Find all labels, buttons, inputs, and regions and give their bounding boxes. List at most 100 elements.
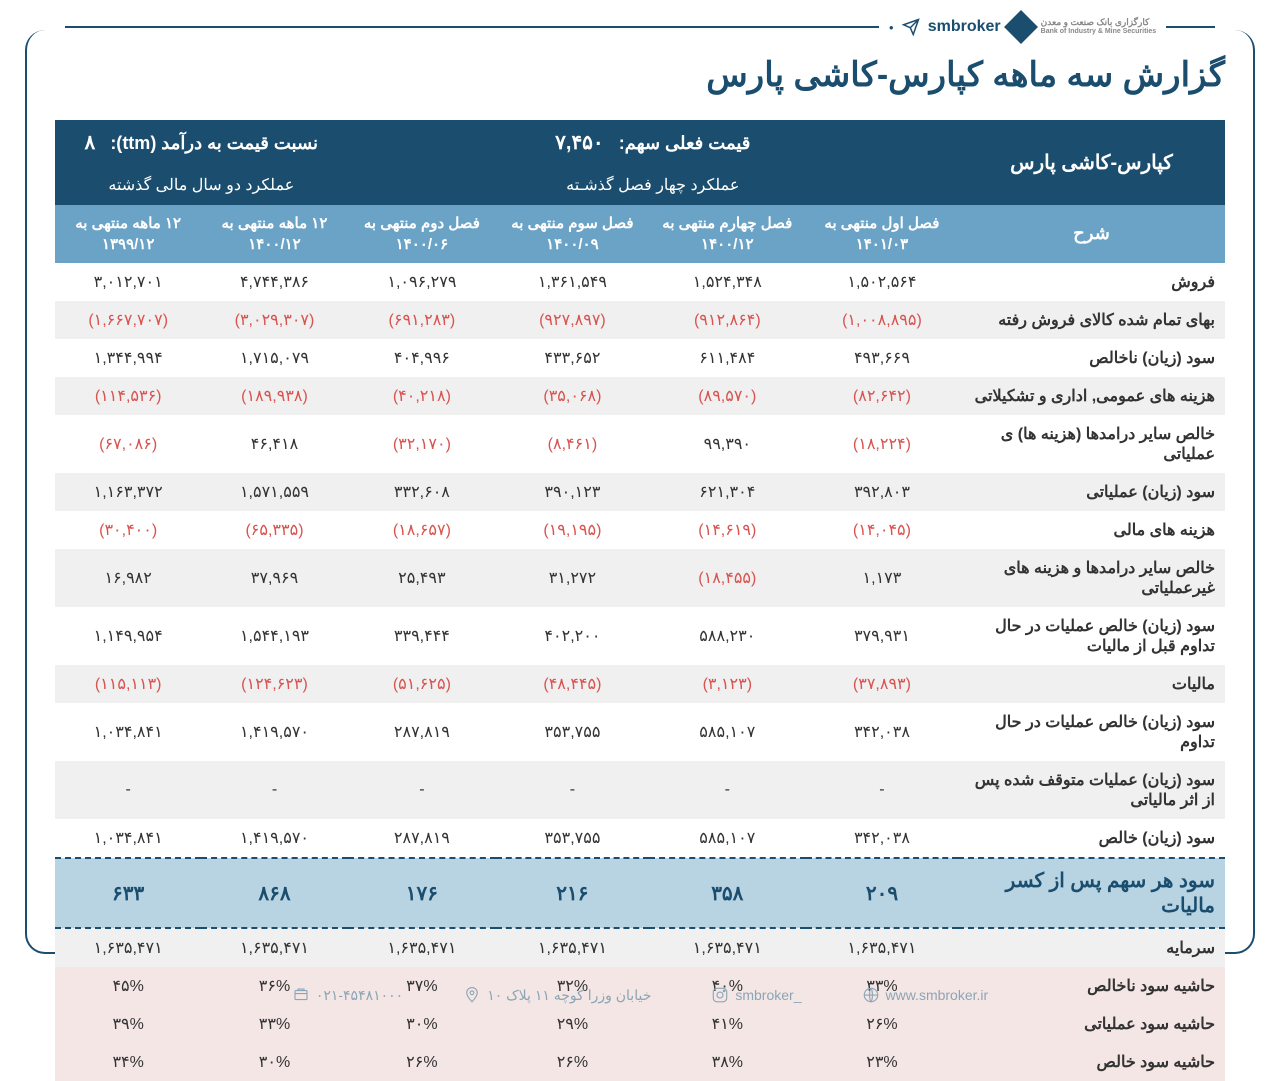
col-q2: فصل چهارم منتهی به ۱۴۰۰/۱۲ <box>649 205 806 263</box>
row-label: حاشیه سود عملیاتی <box>958 1005 1225 1043</box>
row-value: ۱,۳۶۱,۵۴۹ <box>496 263 649 301</box>
row-value: (۳۷,۸۹۳) <box>806 665 958 703</box>
row-value: ۱,۱۴۹,۹۵۴ <box>55 607 201 665</box>
row-value: ۱,۶۳۵,۴۷۱ <box>496 928 649 967</box>
row-value: ۱,۵۲۴,۳۴۸ <box>649 263 806 301</box>
row-value: (۳,۱۲۳) <box>649 665 806 703</box>
row-value: ۶۱۱,۴۸۴ <box>649 339 806 377</box>
row-value: (۳۵,۰۶۸) <box>496 377 649 415</box>
row-value: ۲۶% <box>496 1043 649 1081</box>
table-row: هزینه های عمومی, اداری و تشکیلاتی(۸۲,۶۴۲… <box>55 377 1225 415</box>
row-value: ۳۴% <box>55 1043 201 1081</box>
row-value: ۱,۱۶۳,۳۷۲ <box>55 473 201 511</box>
row-value: ۱,۵۴۴,۱۹۳ <box>201 607 347 665</box>
row-value: ۳۴۲,۰۳۸ <box>806 819 958 858</box>
row-value: - <box>496 761 649 819</box>
row-label: سود (زیان) خالص <box>958 819 1225 858</box>
row-value: ۱,۶۳۵,۴۷۱ <box>201 928 347 967</box>
row-value: ۱,۰۹۶,۲۷۹ <box>348 263 497 301</box>
row-value: ۵۸۵,۱۰۷ <box>649 703 806 761</box>
row-value: (۳۲,۱۷۰) <box>348 415 497 473</box>
table-row: سود (زیان) خالص۳۴۲,۰۳۸۵۸۵,۱۰۷۳۵۳,۷۵۵۲۸۷,… <box>55 819 1225 858</box>
row-label: سود (زیان) خالص عملیات در حال تداوم قبل … <box>958 607 1225 665</box>
row-value: ۳۳۹,۴۴۴ <box>348 607 497 665</box>
row-value: ۳۰% <box>348 1005 497 1043</box>
row-label: سود (زیان) ناخالص <box>958 339 1225 377</box>
row-value: - <box>55 761 201 819</box>
col-q3: فصل سوم منتهی به ۱۴۰۰/۰۹ <box>496 205 649 263</box>
row-value: ۳۹۲,۸۰۳ <box>806 473 958 511</box>
row-label: مالیات <box>958 665 1225 703</box>
row-label: سود (زیان) عملیات متوقف شده پس از اثر ما… <box>958 761 1225 819</box>
row-value: ۲۱۶ <box>496 858 649 928</box>
row-value: ۶۳۳ <box>55 858 201 928</box>
row-value: ۱,۶۳۵,۴۷۱ <box>806 928 958 967</box>
table-row: حاشیه سود خالص۲۳%۳۸%۲۶%۲۶%۳۰%۳۴% <box>55 1043 1225 1081</box>
footer-instagram: smbroker_ <box>711 986 801 1004</box>
row-label: هزینه های مالی <box>958 511 1225 549</box>
row-value: ۲۸۷,۸۱۹ <box>348 819 497 858</box>
row-label: سرمایه <box>958 928 1225 967</box>
row-value: ۱,۰۳۴,۸۴۱ <box>55 819 201 858</box>
row-label: سود (زیان) خالص عملیات در حال تداوم <box>958 703 1225 761</box>
row-value: (۱۸,۲۲۴) <box>806 415 958 473</box>
row-value: (۳,۰۲۹,۳۰۷) <box>201 301 347 339</box>
row-value: (۸,۴۶۱) <box>496 415 649 473</box>
row-value: - <box>649 761 806 819</box>
table-row: سود (زیان) عملیات متوقف شده پس از اثر ما… <box>55 761 1225 819</box>
row-value: (۶۷,۰۸۶) <box>55 415 201 473</box>
row-value: (۶۵,۳۳۵) <box>201 511 347 549</box>
row-value: ۱,۷۱۵,۰۷۹ <box>201 339 347 377</box>
row-value: ۴۹۳,۶۶۹ <box>806 339 958 377</box>
col-q1: فصل اول منتهی به ۱۴۰۱/۰۳ <box>806 205 958 263</box>
row-value: ۵۸۸,۲۳۰ <box>649 607 806 665</box>
row-value: ۱,۵۷۱,۵۵۹ <box>201 473 347 511</box>
row-value: ۴۰۴,۹۹۶ <box>348 339 497 377</box>
row-value: (۹۱۲,۸۶۴) <box>649 301 806 339</box>
years-header-cell: نسبت قیمت به درآمد (ttm): ۸ <box>55 120 348 165</box>
table-row: خالص سایر درامدها (هزینه ها) ی عملیاتی(۱… <box>55 415 1225 473</box>
row-value: ۳۰% <box>201 1043 347 1081</box>
row-value: - <box>201 761 347 819</box>
row-value: ۲۵,۴۹۳ <box>348 549 497 607</box>
row-label: سود هر سهم پس از کسر مالیات <box>958 858 1225 928</box>
row-value: ۴,۷۴۴,۳۸۶ <box>201 263 347 301</box>
table-row: خالص سایر درامدها و هزینه های غیرعملیاتی… <box>55 549 1225 607</box>
row-label: هزینه های عمومی, اداری و تشکیلاتی <box>958 377 1225 415</box>
row-value: ۲۶% <box>806 1005 958 1043</box>
row-value: ۹۹,۳۹۰ <box>649 415 806 473</box>
row-value: ۳۷۹,۹۳۱ <box>806 607 958 665</box>
row-label: فروش <box>958 263 1225 301</box>
table-row: هزینه های مالی(۱۴,۰۴۵)(۱۴,۶۱۹)(۱۹,۱۹۵)(۱… <box>55 511 1225 549</box>
row-value: ۲۶% <box>348 1043 497 1081</box>
table-row: فروش۱,۵۰۲,۵۶۴۱,۵۲۴,۳۴۸۱,۳۶۱,۵۴۹۱,۰۹۶,۲۷۹… <box>55 263 1225 301</box>
row-value: ۸۶۸ <box>201 858 347 928</box>
col-y2: ۱۲ ماهه منتهی به ۱۳۹۹/۱۲ <box>55 205 201 263</box>
row-value: ۱,۳۴۴,۹۹۴ <box>55 339 201 377</box>
row-value: ۴۶,۴۱۸ <box>201 415 347 473</box>
row-value: - <box>348 761 497 819</box>
row-value: (۱۸,۴۵۵) <box>649 549 806 607</box>
row-value: (۱۱۵,۱۱۳) <box>55 665 201 703</box>
table-row: مالیات(۳۷,۸۹۳)(۳,۱۲۳)(۴۸,۴۴۵)(۵۱,۶۲۵)(۱۲… <box>55 665 1225 703</box>
col-desc: شرح <box>958 205 1225 263</box>
row-label: خالص سایر درامدها و هزینه های غیرعملیاتی <box>958 549 1225 607</box>
row-value: ۳,۰۱۲,۷۰۱ <box>55 263 201 301</box>
row-label: بهای تمام شده کالای فروش رفته <box>958 301 1225 339</box>
row-value: (۱,۰۰۸,۸۹۵) <box>806 301 958 339</box>
row-value: (۱۸,۶۵۷) <box>348 511 497 549</box>
row-value: ۱۷۶ <box>348 858 497 928</box>
table-row: سرمایه۱,۶۳۵,۴۷۱۱,۶۳۵,۴۷۱۱,۶۳۵,۴۷۱۱,۶۳۵,۴… <box>55 928 1225 967</box>
row-value: ۳۵۳,۷۵۵ <box>496 703 649 761</box>
footer-web: www.smbroker.ir <box>862 986 989 1004</box>
table-row: بهای تمام شده کالای فروش رفته(۱,۰۰۸,۸۹۵)… <box>55 301 1225 339</box>
quarters-header-cell: قیمت فعلی سهم: ۷,۴۵۰ <box>348 120 958 165</box>
row-value: ۱,۴۱۹,۵۷۰ <box>201 819 347 858</box>
row-value: ۳۹% <box>55 1005 201 1043</box>
table-row: سود (زیان) ناخالص۴۹۳,۶۶۹۶۱۱,۴۸۴۴۳۳,۶۵۲۴۰… <box>55 339 1225 377</box>
footer-address: خیابان وزرا کوچه ۱۱ پلاک ۱۰ <box>463 986 651 1004</box>
row-value: (۵۱,۶۲۵) <box>348 665 497 703</box>
row-value: ۳۳۲,۶۰۸ <box>348 473 497 511</box>
row-value: (۴۰,۲۱۸) <box>348 377 497 415</box>
row-value: ۳۸% <box>649 1043 806 1081</box>
